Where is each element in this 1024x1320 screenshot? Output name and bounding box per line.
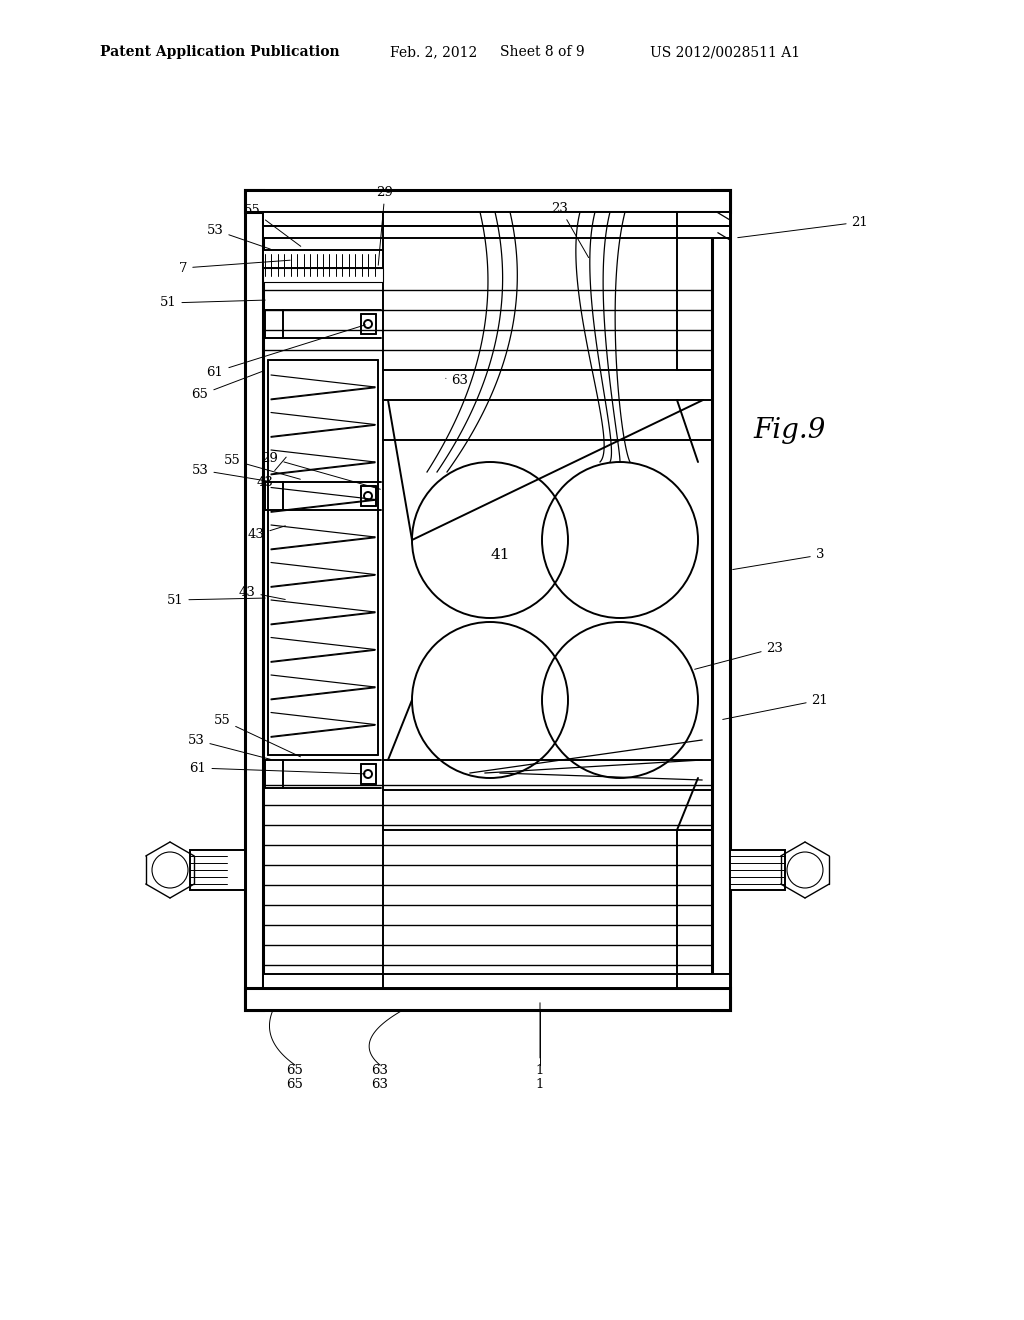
Text: 43: 43 (239, 586, 286, 599)
Bar (730, 850, 785, 890)
Text: 21: 21 (737, 215, 868, 238)
Text: 3: 3 (733, 549, 824, 569)
Text: 61: 61 (207, 325, 366, 379)
Text: 53: 53 (207, 223, 270, 249)
Text: 63: 63 (445, 374, 469, 387)
Text: 65: 65 (287, 1064, 303, 1077)
Text: 65: 65 (287, 1078, 303, 1092)
Text: 53: 53 (191, 463, 270, 482)
Text: 29: 29 (261, 451, 380, 490)
Bar (263, 974, 730, 987)
Text: 65: 65 (191, 371, 263, 401)
Text: 1: 1 (536, 1003, 544, 1077)
Text: 55: 55 (244, 203, 301, 247)
Text: 51: 51 (160, 297, 265, 309)
Text: 51: 51 (167, 594, 265, 606)
Bar (245, 190, 263, 1010)
Text: Patent Application Publication: Patent Application Publication (100, 45, 340, 59)
Bar (712, 190, 730, 1010)
Text: 43: 43 (248, 525, 286, 541)
Text: 7: 7 (179, 260, 290, 275)
Text: 63: 63 (372, 1078, 388, 1092)
Text: 55: 55 (223, 454, 300, 479)
Text: 43: 43 (257, 457, 286, 488)
Text: 63: 63 (372, 1064, 388, 1077)
Text: 23: 23 (694, 642, 783, 669)
Text: Feb. 2, 2012: Feb. 2, 2012 (390, 45, 477, 59)
Text: 61: 61 (189, 762, 366, 775)
Text: 29: 29 (377, 186, 393, 265)
Text: 21: 21 (723, 693, 828, 719)
Text: Fig.9: Fig.9 (754, 417, 826, 444)
Bar (245, 190, 730, 213)
Bar (263, 226, 730, 238)
Text: 23: 23 (552, 202, 589, 257)
Text: 55: 55 (214, 714, 300, 756)
Text: US 2012/0028511 A1: US 2012/0028511 A1 (650, 45, 800, 59)
Bar (263, 213, 730, 226)
Bar (190, 850, 245, 890)
Text: 53: 53 (187, 734, 270, 759)
Bar (263, 249, 383, 268)
Text: Sheet 8 of 9: Sheet 8 of 9 (500, 45, 585, 59)
Text: 1: 1 (536, 1078, 544, 1092)
Bar (245, 987, 730, 1010)
Text: 41: 41 (490, 548, 510, 562)
Bar (263, 268, 383, 282)
